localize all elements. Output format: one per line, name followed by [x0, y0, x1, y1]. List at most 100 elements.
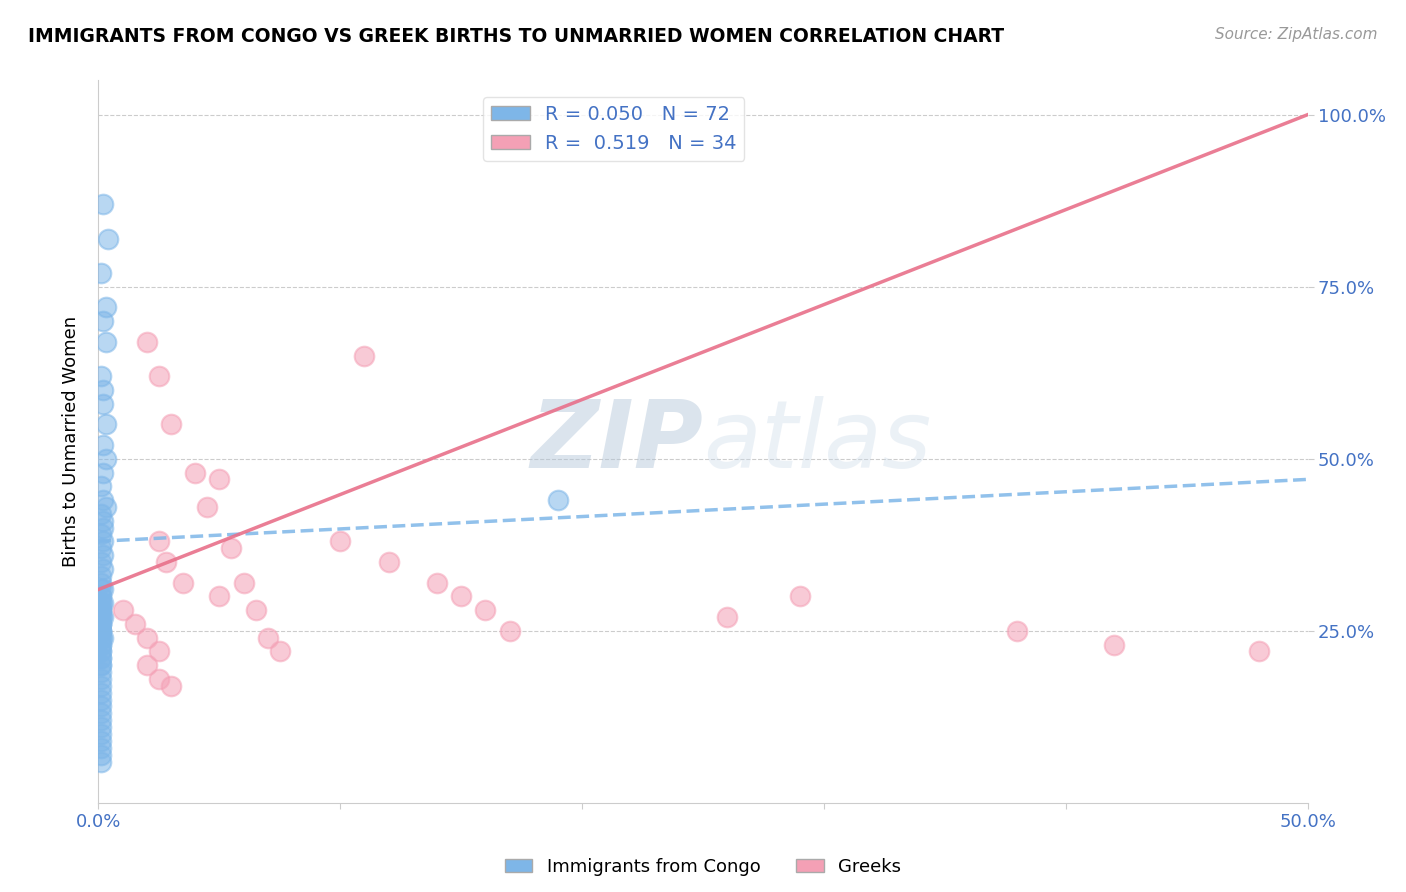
Point — [91, 514, 114, 528]
Point — [716, 610, 738, 624]
Point — [256, 631, 278, 645]
Point — [91, 534, 114, 549]
Point — [91, 383, 114, 397]
Point — [91, 520, 114, 534]
Point — [208, 590, 231, 604]
Point — [90, 624, 112, 638]
Point — [90, 672, 112, 686]
Point — [91, 397, 114, 411]
Point — [135, 631, 157, 645]
Point — [90, 624, 112, 638]
Point — [94, 301, 117, 315]
Point — [1249, 644, 1271, 658]
Point — [90, 527, 112, 541]
Point — [90, 638, 112, 652]
Point — [329, 534, 352, 549]
Point — [450, 590, 472, 604]
Point — [90, 610, 112, 624]
Point — [90, 644, 112, 658]
Point — [91, 631, 114, 645]
Point — [172, 575, 194, 590]
Point — [245, 603, 267, 617]
Point — [426, 575, 449, 590]
Point — [90, 266, 112, 280]
Point — [377, 555, 399, 569]
Text: Source: ZipAtlas.com: Source: ZipAtlas.com — [1215, 27, 1378, 42]
Point — [90, 692, 112, 706]
Point — [90, 740, 112, 755]
Point — [97, 231, 120, 245]
Point — [90, 734, 112, 748]
Point — [195, 500, 218, 514]
Point — [90, 603, 112, 617]
Point — [90, 555, 112, 569]
Point — [111, 603, 134, 617]
Text: ZIP: ZIP — [530, 395, 703, 488]
Point — [789, 590, 811, 604]
Point — [94, 451, 117, 466]
Point — [148, 644, 170, 658]
Point — [90, 596, 112, 610]
Point — [135, 658, 157, 673]
Point — [90, 582, 112, 597]
Point — [90, 644, 112, 658]
Point — [90, 651, 112, 665]
Point — [90, 590, 112, 604]
Point — [91, 548, 114, 562]
Y-axis label: Births to Unmarried Women: Births to Unmarried Women — [62, 316, 80, 567]
Point — [90, 479, 112, 493]
Point — [90, 658, 112, 673]
Point — [353, 349, 375, 363]
Point — [90, 699, 112, 714]
Point — [90, 616, 112, 631]
Point — [91, 562, 114, 576]
Point — [90, 727, 112, 741]
Point — [90, 596, 112, 610]
Point — [90, 590, 112, 604]
Text: IMMIGRANTS FROM CONGO VS GREEK BIRTHS TO UNMARRIED WOMEN CORRELATION CHART: IMMIGRANTS FROM CONGO VS GREEK BIRTHS TO… — [28, 27, 1004, 45]
Point — [124, 616, 146, 631]
Text: atlas: atlas — [703, 396, 931, 487]
Point — [90, 541, 112, 556]
Point — [221, 541, 243, 556]
Point — [90, 720, 112, 734]
Legend: Immigrants from Congo, Greeks: Immigrants from Congo, Greeks — [498, 851, 908, 883]
Point — [1007, 624, 1029, 638]
Point — [91, 610, 114, 624]
Point — [160, 417, 183, 432]
Point — [90, 651, 112, 665]
Point — [474, 603, 496, 617]
Point — [90, 568, 112, 582]
Point — [94, 500, 117, 514]
Point — [91, 596, 114, 610]
Point — [90, 603, 112, 617]
Point — [91, 197, 114, 211]
Point — [90, 507, 112, 521]
Point — [232, 575, 254, 590]
Point — [155, 555, 177, 569]
Point — [90, 686, 112, 700]
Point — [90, 658, 112, 673]
Point — [91, 438, 114, 452]
Point — [148, 672, 170, 686]
Point — [90, 679, 112, 693]
Point — [160, 679, 183, 693]
Point — [184, 466, 207, 480]
Point — [90, 638, 112, 652]
Point — [91, 314, 114, 328]
Point — [91, 582, 114, 597]
Point — [90, 624, 112, 638]
Point — [90, 713, 112, 727]
Point — [90, 747, 112, 762]
Point — [90, 603, 112, 617]
Point — [90, 369, 112, 384]
Point — [90, 610, 112, 624]
Legend: R = 0.050   N = 72, R =  0.519   N = 34: R = 0.050 N = 72, R = 0.519 N = 34 — [484, 97, 745, 161]
Point — [94, 334, 117, 349]
Point — [208, 472, 231, 486]
Point — [148, 534, 170, 549]
Point — [90, 755, 112, 769]
Point — [1102, 638, 1125, 652]
Point — [90, 631, 112, 645]
Point — [90, 575, 112, 590]
